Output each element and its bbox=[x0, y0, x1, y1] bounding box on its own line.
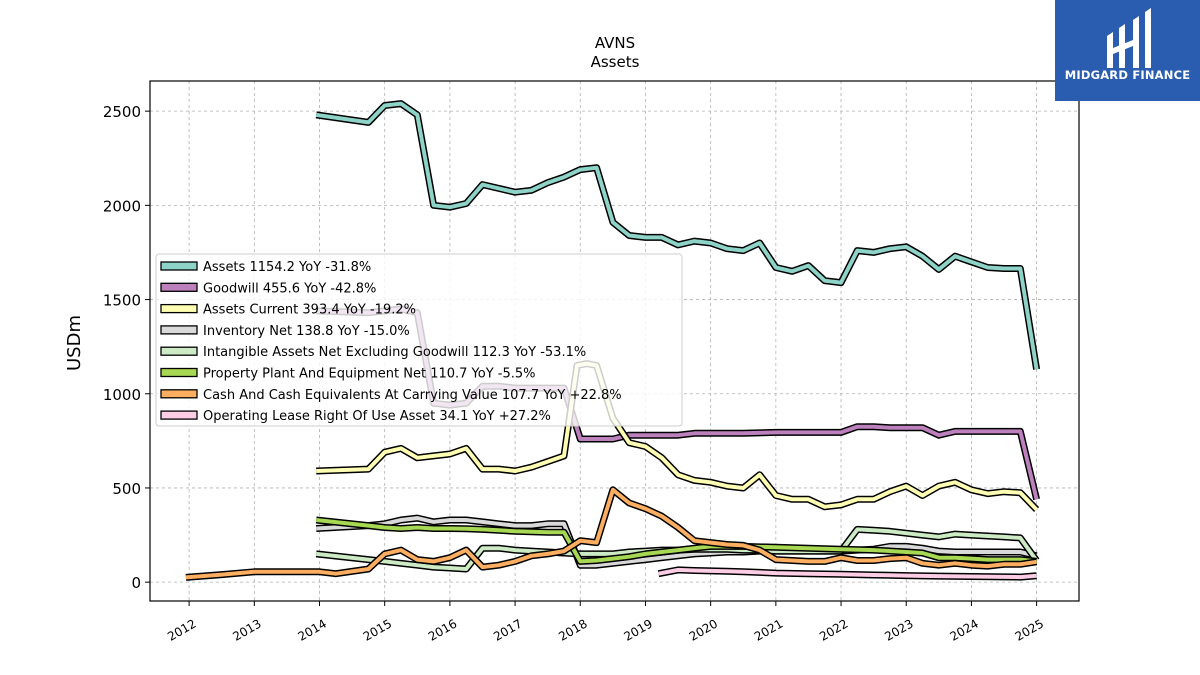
y-tick-label: 1000 bbox=[103, 386, 141, 404]
chart-subtitle: Assets bbox=[591, 53, 640, 71]
y-tick-label: 2000 bbox=[103, 197, 141, 215]
legend-frame bbox=[155, 253, 683, 427]
y-tick-label: 2500 bbox=[103, 103, 141, 121]
legend-label: Operating Lease Right Of Use Asset 34.1 … bbox=[203, 409, 551, 424]
series-line bbox=[315, 518, 1037, 564]
chart-title: AVNS bbox=[595, 34, 635, 52]
logo-text: MIDGARD FINANCE bbox=[1064, 68, 1191, 82]
legend-swatch bbox=[160, 389, 198, 399]
legend-label: Cash And Cash Equivalents At Carrying Va… bbox=[203, 388, 622, 403]
legend-swatch bbox=[160, 325, 198, 335]
x-tick-label: 2017 bbox=[491, 616, 524, 643]
y-tick-label: 1500 bbox=[103, 292, 141, 310]
x-tick-label: 2014 bbox=[296, 616, 329, 643]
series-line bbox=[315, 101, 1039, 370]
x-tick-label: 2018 bbox=[556, 616, 589, 643]
legend-swatch bbox=[160, 410, 198, 420]
legend-swatch bbox=[160, 303, 198, 314]
x-tick-label: 2023 bbox=[882, 616, 915, 643]
y-tick-label: 500 bbox=[112, 480, 141, 498]
x-tick-label: 2015 bbox=[361, 616, 394, 643]
legend-label: Inventory Net 138.8 YoY -15.0% bbox=[203, 324, 410, 339]
series-line bbox=[316, 516, 1038, 568]
legend-label: Assets 1154.2 YoY -31.8% bbox=[203, 260, 371, 275]
x-tick-label: 2019 bbox=[622, 616, 655, 643]
legend-swatch bbox=[160, 282, 198, 292]
x-tick-label: 2022 bbox=[817, 616, 850, 643]
legend-label: Assets Current 393.4 YoY -19.2% bbox=[203, 303, 416, 318]
series-line bbox=[316, 361, 1039, 511]
y-axis-label: USDm bbox=[64, 315, 85, 371]
legend-swatch bbox=[160, 367, 198, 378]
x-tick-label: 2012 bbox=[165, 616, 198, 643]
legend-label: Property Plant And Equipment Net 110.7 Y… bbox=[203, 367, 536, 382]
logo-mark-icon bbox=[1107, 8, 1151, 68]
series-line bbox=[185, 487, 1037, 580]
legend-swatch bbox=[160, 346, 198, 356]
x-ticks: 2012 2013 2014 2015 2016 2017 2018 2019 2020 2021… bbox=[165, 601, 1046, 644]
plot-frame bbox=[149, 80, 1080, 602]
brand-logo: MIDGARD FINANCE bbox=[1055, 0, 1200, 101]
x-tick-label: 2020 bbox=[687, 616, 720, 643]
legend: Assets 1154.2 YoY -31.8% Goodwill 455.6 Y… bbox=[155, 253, 683, 427]
legend-label: Goodwill 455.6 YoY -42.8% bbox=[203, 281, 376, 296]
x-tick-label: 2024 bbox=[947, 616, 980, 643]
series-line bbox=[658, 567, 1037, 580]
x-tick-label: 2021 bbox=[752, 616, 785, 643]
legend-label: Intangible Assets Net Excluding Goodwill… bbox=[203, 345, 586, 360]
y-ticks: 0 500 1000 1500 2000 2500 bbox=[103, 103, 150, 592]
x-tick-label: 2016 bbox=[426, 616, 459, 643]
y-tick-label: 0 bbox=[131, 574, 141, 592]
x-tick-label: 2025 bbox=[1013, 616, 1046, 643]
legend-swatch bbox=[160, 261, 198, 271]
x-tick-label: 2013 bbox=[230, 616, 263, 643]
